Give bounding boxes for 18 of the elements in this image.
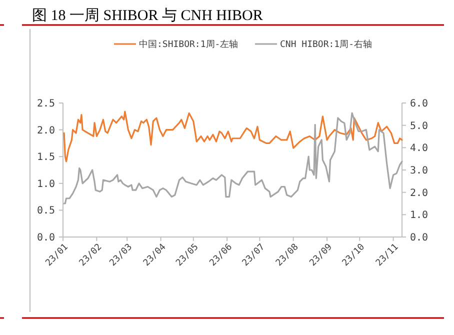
y-tick-label: 2.5 bbox=[36, 98, 55, 110]
y-tick-label: 1.5 bbox=[36, 152, 55, 164]
y-tick-label: 0.5 bbox=[36, 206, 55, 217]
y-tick-label: 0.0 bbox=[36, 232, 55, 244]
y2-tick-label: 4.0 bbox=[410, 143, 428, 154]
y2-tick-label: 1.0 bbox=[410, 210, 428, 222]
y-tick-label: 2.0 bbox=[36, 125, 55, 136]
y2-tick-label: 6.0 bbox=[410, 98, 428, 110]
line-series bbox=[63, 110, 403, 162]
y2-tick-label: 0.0 bbox=[410, 232, 428, 244]
chart-title: 图 18 一周 SHIBOR 与 CNH HIBOR bbox=[32, 7, 263, 24]
legend-label: CNH HIBOR:1周-右轴 bbox=[280, 39, 372, 50]
line-series bbox=[63, 112, 403, 204]
y2-tick-label: 2.0 bbox=[410, 188, 428, 199]
y-tick-label: 1.0 bbox=[36, 178, 55, 190]
legend-label: 中国:SHIBOR:1周-左轴 bbox=[139, 39, 238, 50]
y2-tick-label: 3.0 bbox=[410, 166, 428, 176]
y2-tick-label: 5.0 bbox=[410, 120, 428, 132]
